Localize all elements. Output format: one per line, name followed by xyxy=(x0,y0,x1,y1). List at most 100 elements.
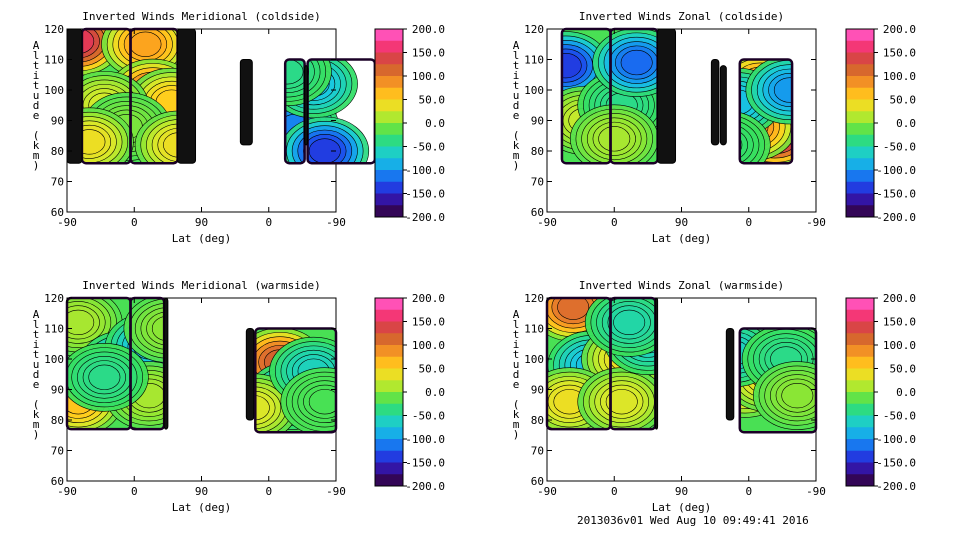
colorbar-swatch xyxy=(375,123,403,136)
x-tick-label: 0 xyxy=(131,216,138,229)
colorbar-tick-label: -100.0 xyxy=(405,433,445,446)
colorbar-swatch xyxy=(375,87,403,100)
colorbar-swatch xyxy=(375,134,403,147)
contour-ring xyxy=(613,309,646,336)
y-tick-label: 120 xyxy=(44,292,64,305)
dense-contour-band xyxy=(239,59,253,146)
colorbar-swatch xyxy=(375,52,403,65)
y-tick-label: 100 xyxy=(524,84,544,97)
contour-ring xyxy=(557,298,590,320)
colorbar-tick-label: -150.0 xyxy=(876,457,916,470)
contour-ring xyxy=(561,52,582,79)
colorbar-swatch xyxy=(375,40,403,53)
colorbar-swatch xyxy=(846,29,874,42)
y-tick-label: 90 xyxy=(531,384,544,397)
x-axis-label: Lat (deg) xyxy=(172,501,232,514)
data-region-edge xyxy=(738,327,818,434)
colorbar-tick-label: 0.0 xyxy=(896,117,916,130)
dense-contour-band xyxy=(163,297,169,430)
dense-contour-band xyxy=(725,328,735,421)
colorbar-swatch xyxy=(846,87,874,100)
colorbar-swatch xyxy=(375,392,403,405)
colorbar-swatch xyxy=(846,123,874,136)
y-tick-label: 60 xyxy=(531,206,544,219)
contour-ring xyxy=(88,364,121,390)
colorbar-tick-label: 200.0 xyxy=(883,292,916,305)
colorbar-tick-label: -200.0 xyxy=(405,480,445,493)
colorbar-swatch xyxy=(375,427,403,440)
colorbar-tick-label: -50.0 xyxy=(412,141,445,154)
y-tick-label: 70 xyxy=(531,445,544,458)
contour-blob xyxy=(577,367,667,433)
colorbar-swatch xyxy=(375,181,403,194)
y-tick-label: 80 xyxy=(51,145,64,158)
colorbar-swatch xyxy=(846,64,874,77)
chart-panel-1: Inverted Winds Meridional (coldside) -90 0… xyxy=(33,10,445,245)
colorbar: 200.0 150.0 100.0 50.0 0.0 -50.0 -100.0 -150.0 -… xyxy=(845,292,917,493)
colorbar-swatch xyxy=(375,380,403,393)
chart-panel-4: Inverted Winds Zonal (warmside) -90 0 90 0 -9… xyxy=(513,279,917,514)
colorbar: 200.0 150.0 100.0 50.0 0.0 -50.0 -100.0 -150.0 -… xyxy=(374,23,445,224)
y-tick-label: 110 xyxy=(44,323,64,336)
y-tick-label: 100 xyxy=(44,353,64,366)
y-tick-label: 110 xyxy=(524,54,544,67)
chart-title: Inverted Winds Zonal (coldside) xyxy=(579,10,784,23)
colorbar-swatch xyxy=(846,170,874,183)
data-region-edge xyxy=(738,58,794,165)
y-tick-label: 80 xyxy=(531,414,544,427)
colorbar-swatch xyxy=(846,368,874,381)
dense-contour-band xyxy=(304,65,309,146)
colorbar-tick-label: 150.0 xyxy=(883,47,916,60)
colorbar-tick-label: 50.0 xyxy=(419,363,446,376)
colorbar-tick-label: 0.0 xyxy=(425,386,445,399)
colorbar-swatch xyxy=(375,193,403,206)
colorbar-swatch xyxy=(846,99,874,112)
colorbar-tick-label: -100.0 xyxy=(876,164,916,177)
contour-blob xyxy=(280,367,336,433)
colorbar-swatch xyxy=(375,111,403,124)
colorbar-swatch xyxy=(375,29,403,42)
colorbar-swatch xyxy=(846,450,874,463)
colorbar-swatch xyxy=(846,415,874,428)
colorbar-tick-label: -200.0 xyxy=(876,480,916,493)
y-tick-label: 90 xyxy=(51,115,64,128)
colorbar-tick-label: -50.0 xyxy=(883,410,916,423)
y-tick-label: 120 xyxy=(524,292,544,305)
colorbar-swatch xyxy=(375,321,403,334)
chart-panel-3: Inverted Winds Meridional (warmside) -90 0… xyxy=(33,279,445,514)
contour-ring xyxy=(129,31,162,57)
colorbar-tick-label: 50.0 xyxy=(890,363,917,376)
colorbar-swatch xyxy=(846,333,874,346)
colorbar-swatch xyxy=(846,309,874,322)
contour-blob xyxy=(569,104,659,164)
y-tick-label: 70 xyxy=(531,176,544,189)
x-tick-label: -90 xyxy=(806,216,826,229)
colorbar-swatch xyxy=(846,193,874,206)
colorbar-swatch xyxy=(375,146,403,159)
colorbar-tick-label: 100.0 xyxy=(412,339,445,352)
contour-ring xyxy=(81,129,106,155)
data-region-edge xyxy=(254,327,338,434)
colorbar-tick-label: 100.0 xyxy=(883,70,916,83)
y-tick-label: 90 xyxy=(531,115,544,128)
colorbar-swatch xyxy=(375,298,403,311)
contour-blob xyxy=(280,116,370,164)
colorbar-swatch xyxy=(375,450,403,463)
chart-title: Inverted Winds Zonal (warmside) xyxy=(579,279,784,292)
colorbar-swatch xyxy=(846,298,874,311)
colorbar-swatch xyxy=(846,134,874,147)
x-axis-label: Lat (deg) xyxy=(652,232,712,245)
x-tick-label: 90 xyxy=(195,216,208,229)
contour-ring xyxy=(620,49,653,76)
x-tick-label: 0 xyxy=(745,485,752,498)
x-tick-label: -90 xyxy=(806,485,826,498)
colorbar-tick-label: 150.0 xyxy=(412,316,445,329)
y-tick-label: 110 xyxy=(524,323,544,336)
colorbar-tick-label: 200.0 xyxy=(883,23,916,36)
contour-ring xyxy=(781,382,814,409)
contour-ring xyxy=(81,29,95,54)
y-tick-label: 60 xyxy=(51,206,64,219)
colorbar-swatch xyxy=(375,76,403,89)
